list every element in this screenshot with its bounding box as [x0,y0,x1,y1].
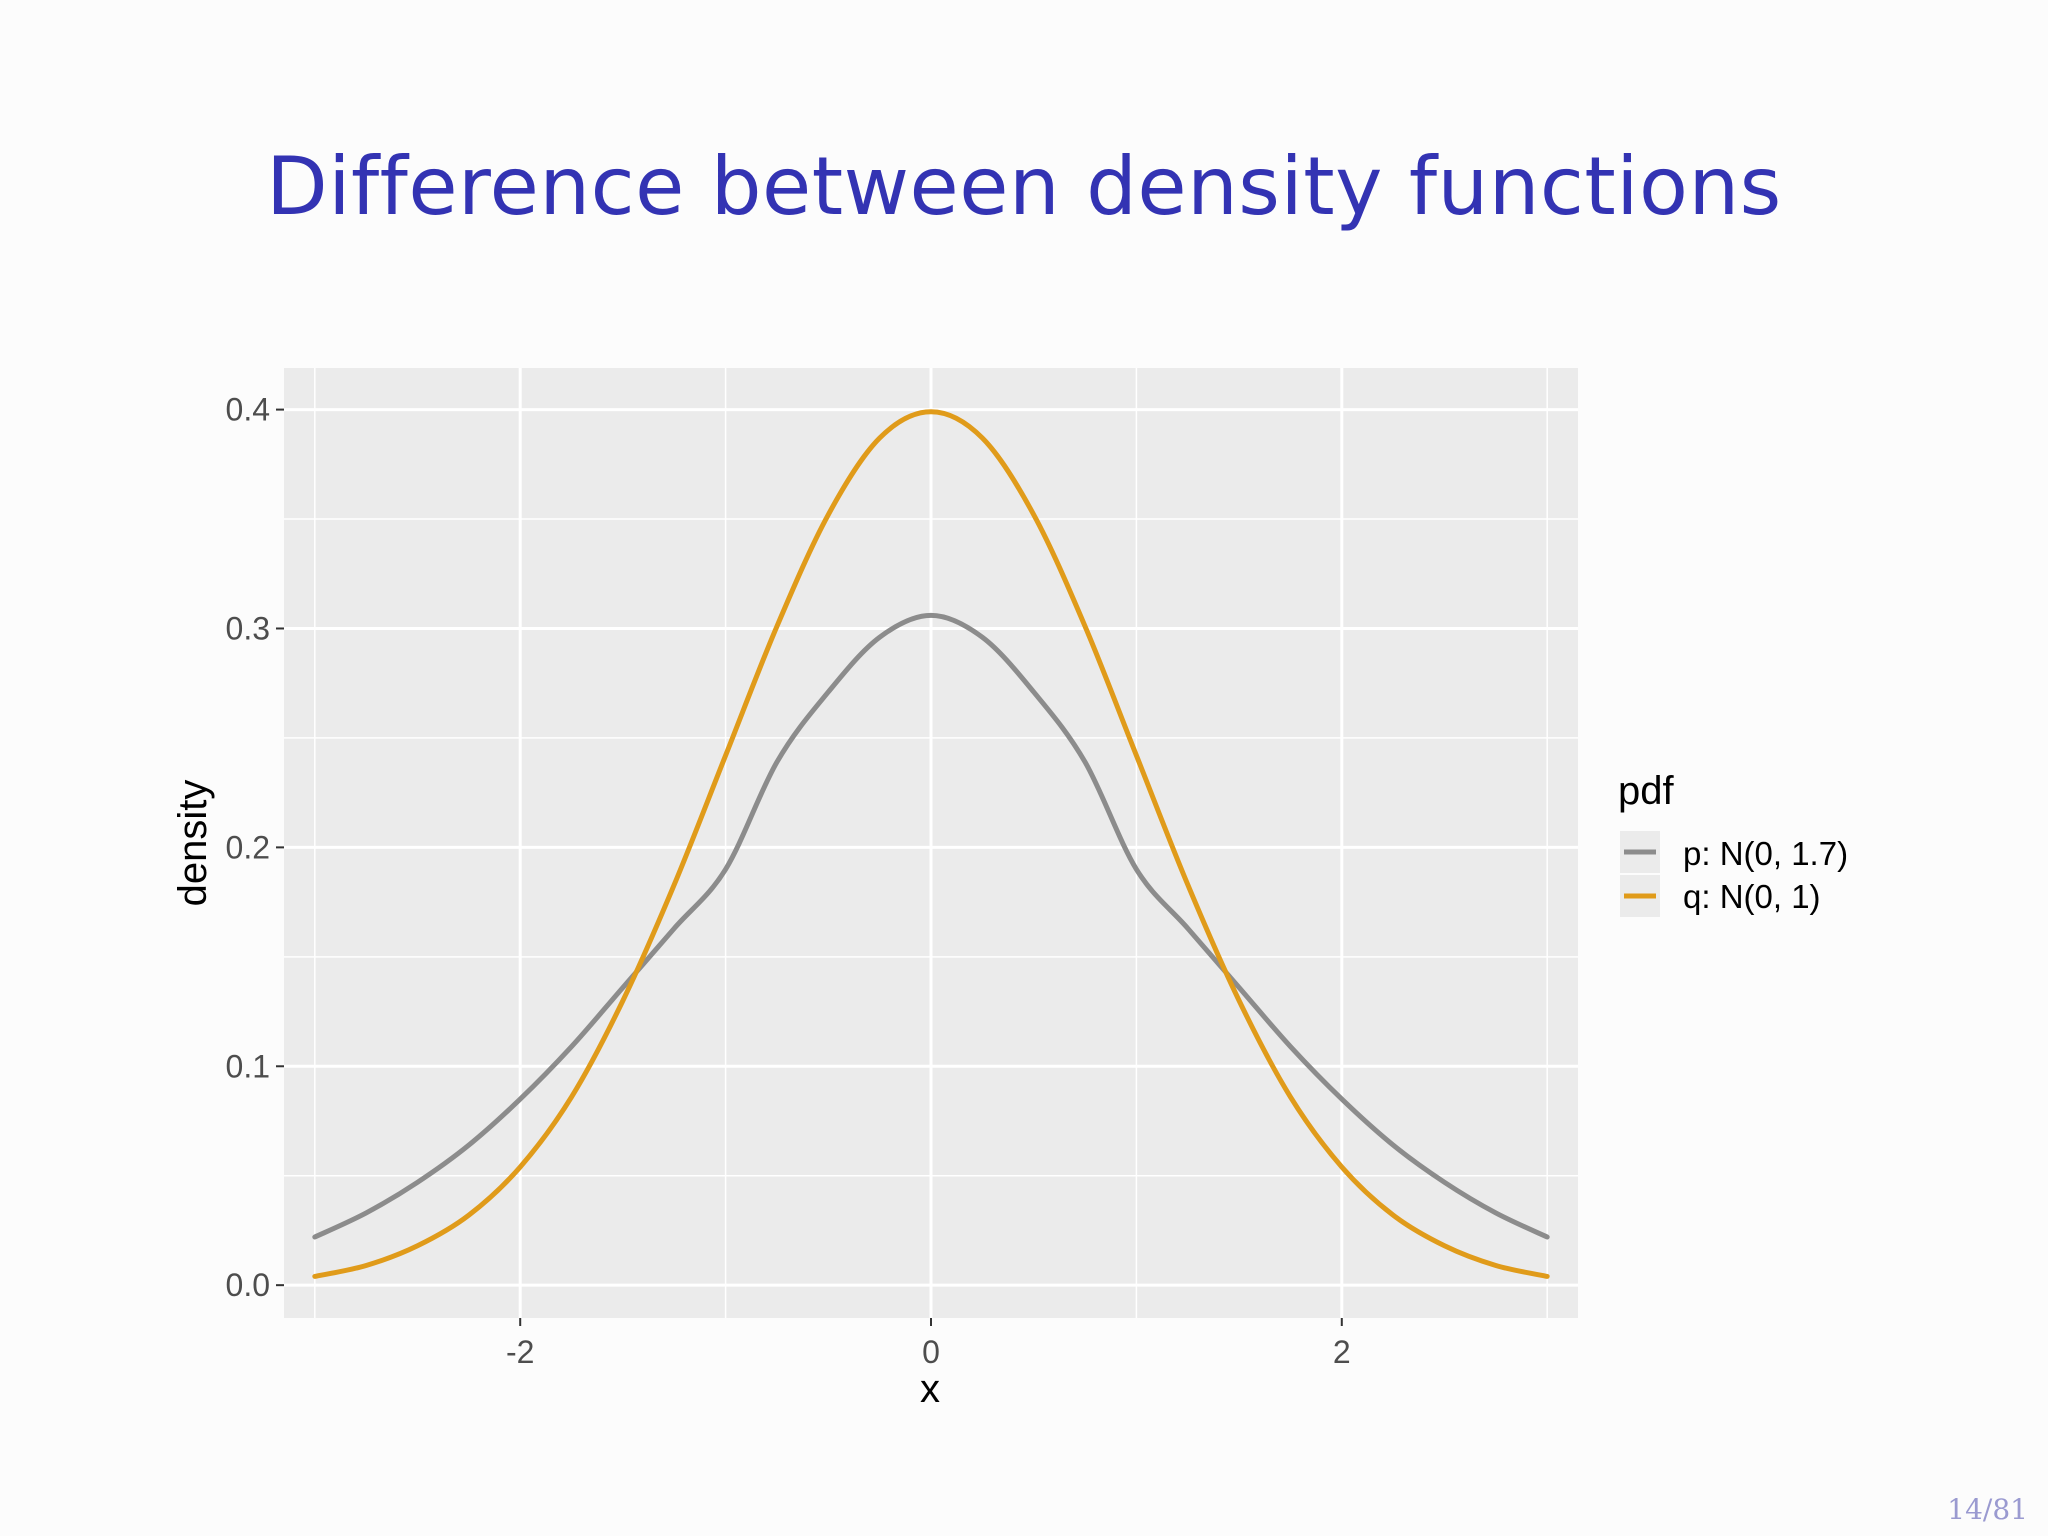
y-tick-label: 0.2 [226,829,270,865]
grid-lines [284,368,1578,1318]
series-line-q [312,409,1550,1279]
y-tick-label: 0.4 [226,392,270,428]
slide-title: Difference between density functions [266,140,1782,233]
x-tick-label: -2 [506,1334,534,1370]
x-tick-label: 2 [1333,1334,1351,1370]
axes: -2 0 2 0.0 0.1 0.2 0.3 0.4 [226,392,1351,1370]
y-axis-title: density [171,780,215,907]
legend: pdf p: N(0, 1.7) q: N(0, 1) [1618,769,1848,917]
legend-label-q: q: N(0, 1) [1683,878,1821,915]
y-tick-label: 0.1 [226,1048,270,1084]
x-tick-label: 0 [922,1334,940,1370]
series-line-p [312,612,1550,1240]
legend-title: pdf [1618,769,1674,813]
y-tick-label: 0.3 [226,610,270,646]
y-tick-label: 0.0 [226,1267,270,1303]
x-axis-title: x [920,1367,940,1411]
legend-label-p: p: N(0, 1.7) [1683,835,1848,872]
page-number: 14/81 [1947,1493,2028,1526]
series-lines [312,409,1550,1279]
